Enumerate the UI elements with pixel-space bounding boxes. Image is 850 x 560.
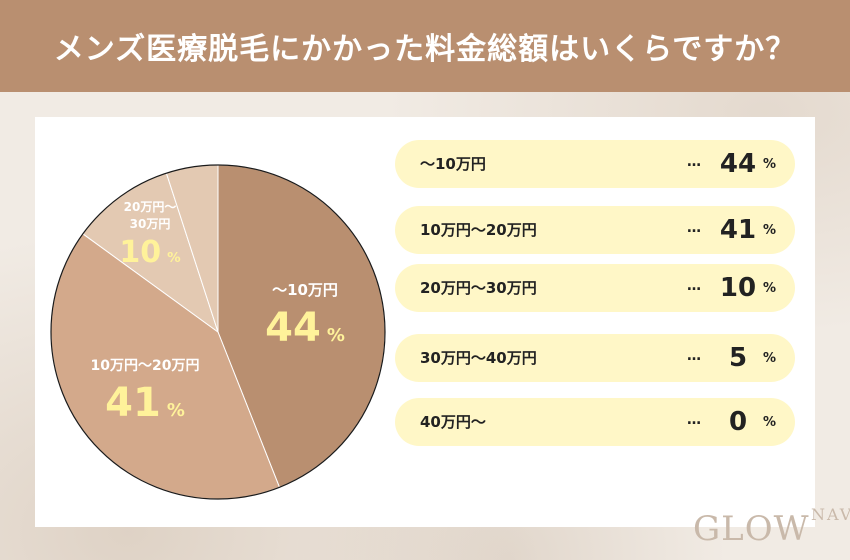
legend-row-label: 20万円〜30万円	[420, 279, 537, 297]
legend-row-label: 30万円〜40万円	[420, 349, 537, 367]
legend-row-dots: …	[687, 412, 702, 428]
chart-panel: 〜10万円 44% 10万円〜20万円 41% 20万円〜 30万円 10%	[35, 117, 815, 527]
header-banner: メンズ医療脱毛にかかった料金総額はいくらですか？	[0, 0, 850, 92]
legend-row: 40万円〜 … 0 %	[395, 398, 795, 446]
legend-row-value: 44	[719, 149, 757, 179]
pie-label-1-pct-unit: %	[166, 400, 185, 421]
legend-row-label: 〜10万円	[420, 155, 486, 173]
legend-row: 20万円〜30万円 … 10 %	[395, 264, 795, 312]
pie-label-0: 〜10万円 44%	[240, 279, 370, 348]
pie-label-2-pct-unit: %	[167, 250, 181, 266]
pie-label-2-name-line-1: 20万円〜	[123, 200, 177, 214]
pie-label-0-name: 〜10万円	[272, 281, 338, 299]
pie-label-2: 20万円〜 30万円 10%	[105, 198, 195, 268]
legend-row: 10万円〜20万円 … 41 %	[395, 206, 795, 254]
pie-label-2-pct: 10%	[105, 238, 195, 268]
pie-label-1-name: 10万円〜20万円	[90, 358, 200, 374]
pie-chart	[50, 164, 386, 500]
pie-label-0-pct: 44%	[240, 308, 370, 348]
legend-row-value: 41	[719, 215, 757, 245]
legend-row: 〜10万円 … 44 %	[395, 140, 795, 188]
pie-label-2-pct-value: 10	[119, 235, 162, 270]
legend-row-unit: %	[763, 157, 777, 172]
legend-row-unit: %	[763, 415, 777, 430]
legend-row-unit: %	[763, 351, 777, 366]
legend-row-unit: %	[763, 223, 777, 238]
legend-row-label: 10万円〜20万円	[420, 221, 537, 239]
legend-row-value: 10	[719, 273, 757, 303]
pie-label-2-name-line-2: 30万円	[129, 217, 171, 231]
legend-row-label: 40万円〜	[420, 413, 486, 431]
pie-outline	[50, 164, 386, 500]
pie-label-1-pct-value: 41	[105, 380, 161, 426]
page-title: メンズ医療脱毛にかかった料金総額はいくらですか？	[53, 32, 797, 67]
legend-row-dots: …	[687, 278, 702, 294]
legend-row-unit: %	[763, 281, 777, 296]
legend-row-dots: …	[687, 154, 702, 170]
legend-row-dots: …	[687, 348, 702, 364]
legend-row-value: 5	[728, 343, 748, 373]
legend-row: 30万円〜40万円 … 5 %	[395, 334, 795, 382]
pie-label-1: 10万円〜20万円 41%	[70, 355, 220, 423]
pie-label-0-pct-value: 44	[265, 305, 321, 351]
legend-row-dots: …	[687, 220, 702, 236]
logo-main-text: GLOW	[693, 509, 810, 549]
logo-sub-text: NAVI	[811, 505, 850, 524]
pie-label-1-pct: 41%	[70, 383, 220, 423]
glow-navi-logo: GLOW NAVI	[693, 503, 850, 553]
legend-row-value: 0	[728, 407, 748, 437]
pie-label-0-pct-unit: %	[326, 325, 345, 346]
